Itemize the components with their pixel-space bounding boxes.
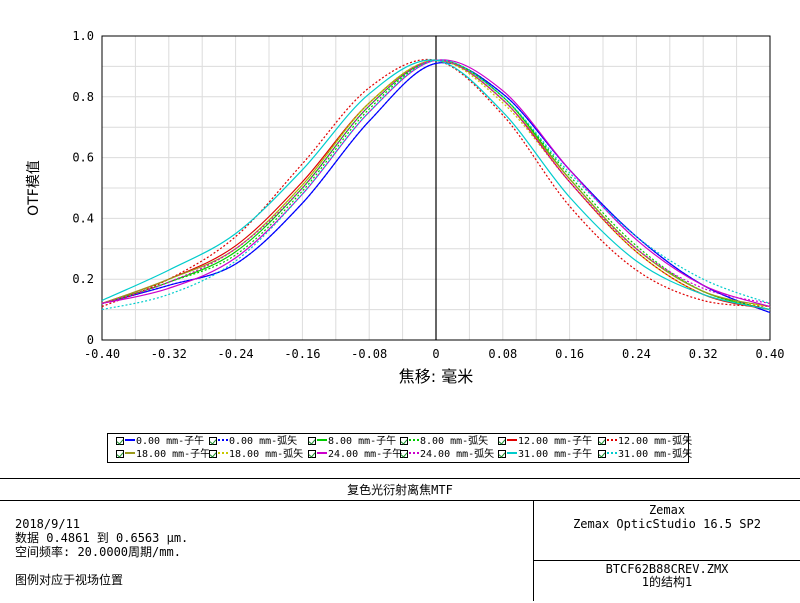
legend-label: 31.00 mm-弧矢 — [618, 449, 693, 460]
legend-label: 0.00 mm-子午 — [136, 436, 205, 447]
x-axis-label: 焦移: 毫米 — [399, 367, 473, 386]
legend-swatch — [409, 452, 419, 454]
legend: 0.00 mm-子午 0.00 mm-弧矢 8.00 mm-子午 8.00 mm-弧矢… — [107, 433, 692, 463]
series-line-1 — [101, 62, 771, 314]
legend-item: 24.00 mm-弧矢 — [400, 449, 494, 461]
y-tick-label: 0.2 — [72, 272, 94, 286]
checkbox-icon — [209, 450, 217, 458]
legend-label: 0.00 mm-弧矢 — [229, 436, 298, 447]
legend-item: 31.00 mm-弧矢 — [598, 449, 692, 461]
legend-swatch — [507, 439, 517, 441]
legend-item: 8.00 mm-弧矢 — [400, 436, 488, 448]
y-tick-label: 1.0 — [72, 29, 94, 43]
legend-label: 12.00 mm-弧矢 — [618, 436, 693, 447]
x-tick-label: 0.32 — [689, 347, 718, 361]
plot-title: 复色光衍射离焦MTF — [0, 479, 800, 501]
legend-swatch — [218, 439, 228, 441]
checkbox-icon — [498, 450, 506, 458]
legend-swatch — [317, 452, 327, 454]
x-tick-label: -0.16 — [284, 347, 320, 361]
legend-item: 0.00 mm-子午 — [116, 436, 204, 448]
x-tick-label: 0.40 — [756, 347, 785, 361]
y-tick-label: 0.4 — [72, 211, 94, 225]
checkbox-icon — [400, 437, 408, 445]
data-range-text: 数据 0.4861 到 0.6563 μm. — [15, 531, 189, 545]
software-block: Zemax Zemax OpticStudio 16.5 SP2 — [534, 501, 800, 561]
checkbox-icon — [400, 450, 408, 458]
file-name: BTCF62B88CREV.ZMX — [605, 562, 729, 576]
legend-swatch — [125, 452, 135, 454]
legend-item: 24.00 mm-子午 — [308, 449, 402, 461]
legend-item: 12.00 mm-子午 — [498, 436, 592, 448]
y-axis-label: OTF模值 — [26, 160, 42, 216]
legend-swatch — [125, 439, 135, 441]
date-text: 2018/9/11 — [15, 517, 81, 531]
software-info: Zemax Zemax OpticStudio 16.5 SP2 BTCF62B… — [533, 501, 800, 601]
legend-item: 18.00 mm-弧矢 — [209, 449, 303, 461]
legend-item: 18.00 mm-子午 — [116, 449, 210, 461]
checkbox-icon — [598, 450, 606, 458]
x-tick-label: -0.24 — [218, 347, 254, 361]
x-tick-label: 0.16 — [555, 347, 584, 361]
spatial-frequency-text: 空间频率: 20.0000周期/mm. — [15, 545, 181, 559]
configuration: 1的结构1 — [641, 575, 693, 589]
company-name: Zemax — [648, 503, 686, 517]
y-tick-label: 0 — [87, 333, 94, 347]
software-version: Zemax OpticStudio 16.5 SP2 — [573, 517, 761, 531]
x-tick-label: -0.08 — [351, 347, 387, 361]
checkbox-icon — [116, 450, 124, 458]
legend-label: 8.00 mm-子午 — [328, 436, 397, 447]
info-block: 2018/9/11 数据 0.4861 到 0.6563 μm. 空间频率: 2… — [15, 517, 188, 559]
file-block: BTCF62B88CREV.ZMX 1的结构1 — [534, 561, 800, 603]
checkbox-icon — [598, 437, 606, 445]
checkbox-icon — [308, 450, 316, 458]
checkbox-icon — [308, 437, 316, 445]
legend-item: 0.00 mm-弧矢 — [209, 436, 297, 448]
legend-label: 24.00 mm-弧矢 — [420, 449, 495, 460]
legend-swatch — [607, 439, 617, 441]
series-line-5 — [101, 58, 771, 308]
info-panel: 复色光衍射离焦MTF 2018/9/11 数据 0.4861 到 0.6563 … — [0, 478, 800, 601]
y-tick-label: 0.6 — [72, 151, 94, 165]
legend-item: 12.00 mm-弧矢 — [598, 436, 692, 448]
chart: -0.40 -0.32 -0.24 -0.16 -0.08 0 0.08 0.16 0.24 0.… — [26, 29, 785, 386]
y-tick-label: 0.8 — [72, 90, 94, 104]
legend-item: 31.00 mm-子午 — [498, 449, 592, 461]
x-tick-label: 0 — [432, 347, 439, 361]
series-line-9 — [101, 59, 771, 305]
x-tick-label: -0.40 — [84, 347, 120, 361]
legend-label: 18.00 mm-子午 — [136, 449, 211, 460]
legend-item: 8.00 mm-子午 — [308, 436, 396, 448]
legend-swatch — [507, 452, 517, 454]
legend-label: 12.00 mm-子午 — [518, 436, 593, 447]
checkbox-icon — [498, 437, 506, 445]
legend-label: 8.00 mm-弧矢 — [420, 436, 489, 447]
x-tick-label: -0.32 — [151, 347, 187, 361]
legend-swatch — [317, 439, 327, 441]
legend-note: 图例对应于视场位置 — [15, 573, 124, 587]
checkbox-icon — [209, 437, 217, 445]
x-tick-label: 0.24 — [622, 347, 651, 361]
checkbox-icon — [116, 437, 124, 445]
legend-label: 24.00 mm-子午 — [328, 449, 403, 460]
x-tick-label: 0.08 — [488, 347, 517, 361]
legend-label: 18.00 mm-弧矢 — [229, 449, 304, 460]
legend-swatch — [218, 452, 228, 454]
legend-label: 31.00 mm-子午 — [518, 449, 593, 460]
series-line-11 — [101, 59, 771, 311]
legend-swatch — [409, 439, 419, 441]
legend-swatch — [607, 452, 617, 454]
